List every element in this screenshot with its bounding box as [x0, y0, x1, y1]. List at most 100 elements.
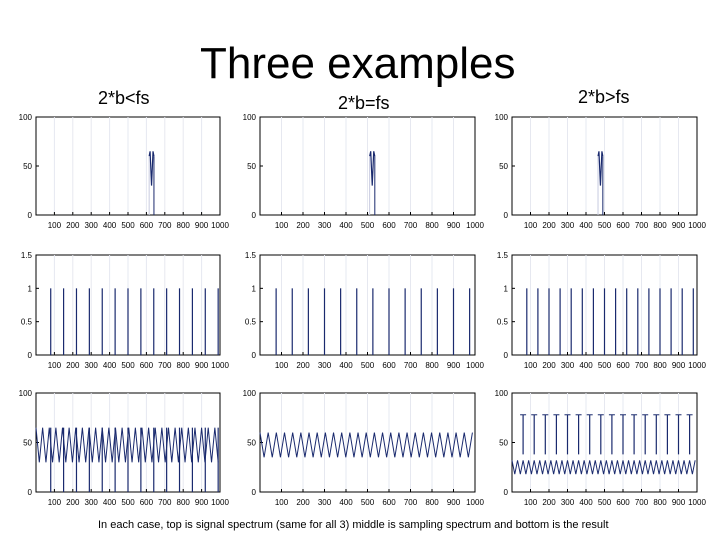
x-tick-label: 500 [361, 498, 375, 507]
x-tick-label: 300 [85, 221, 99, 230]
x-tick-label: 900 [447, 498, 461, 507]
x-tick-label: 800 [177, 498, 191, 507]
y-tick-label: 1 [28, 284, 33, 293]
y-tick-label: 100 [495, 389, 509, 398]
x-tick-label: 600 [616, 361, 630, 370]
x-tick-label: 800 [653, 361, 667, 370]
x-tick-label: 600 [616, 498, 630, 507]
x-tick-label: 1000 [688, 498, 706, 507]
y-tick-label: 1 [252, 284, 257, 293]
plot-top-right: 100 200 300 400 500 600 700 800 900 1000 0 50 100 [495, 113, 707, 230]
x-tick-label: 400 [579, 361, 593, 370]
x-tick-label: 700 [404, 361, 418, 370]
x-tick-label: 400 [579, 498, 593, 507]
y-tick-label: 0 [252, 211, 257, 220]
x-tick-label: 200 [66, 221, 80, 230]
x-tick-label: 100 [275, 498, 289, 507]
x-tick-label: 800 [425, 498, 439, 507]
x-tick-label: 1000 [466, 361, 484, 370]
x-tick-label: 400 [339, 221, 353, 230]
x-tick-label: 800 [653, 221, 667, 230]
x-tick-label: 600 [382, 221, 396, 230]
x-tick-label: 200 [296, 221, 310, 230]
plot-middle-left: 100 200 300 400 500 600 700 800 900 1000 0 0.5 1 1.5 [21, 251, 230, 370]
plot-middle-middle: 100 200 300 400 500 600 700 800 900 1000 0 0.5 1 1.5 [245, 251, 485, 370]
x-tick-label: 800 [177, 221, 191, 230]
x-tick-label: 700 [404, 498, 418, 507]
y-tick-label: 50 [23, 439, 32, 448]
x-tick-label: 100 [48, 361, 62, 370]
y-tick-label: 1.5 [497, 251, 509, 260]
y-tick-label: 0 [252, 351, 257, 360]
x-tick-label: 100 [524, 498, 538, 507]
x-tick-label: 100 [275, 221, 289, 230]
x-tick-label: 200 [542, 361, 556, 370]
spectrum-line [148, 151, 155, 186]
x-tick-label: 300 [318, 361, 332, 370]
y-tick-label: 0 [504, 351, 509, 360]
x-tick-label: 400 [103, 361, 117, 370]
aliased-spectrum-wave [259, 432, 473, 458]
x-tick-label: 300 [561, 361, 575, 370]
y-tick-label: 1.5 [21, 251, 33, 260]
x-tick-label: 800 [177, 361, 191, 370]
aliased-spectrum-wave [35, 427, 219, 463]
plot-top-middle: 100 200 300 400 500 600 700 800 900 1000 0 50 100 [243, 113, 485, 230]
x-tick-label: 600 [140, 221, 154, 230]
x-tick-label: 900 [447, 361, 461, 370]
x-tick-label: 1000 [211, 221, 229, 230]
x-tick-label: 1000 [211, 498, 229, 507]
x-tick-label: 1000 [466, 498, 484, 507]
x-tick-label: 700 [158, 221, 172, 230]
x-tick-label: 700 [404, 221, 418, 230]
x-tick-label: 500 [598, 498, 612, 507]
column-label-middle: 2*b=fs [338, 93, 390, 113]
column-label-left: 2*b<fs [98, 88, 150, 108]
x-tick-label: 400 [103, 498, 117, 507]
y-tick-label: 100 [19, 389, 33, 398]
x-tick-label: 800 [653, 498, 667, 507]
x-tick-label: 500 [598, 361, 612, 370]
x-tick-label: 500 [121, 498, 135, 507]
x-tick-label: 100 [524, 221, 538, 230]
x-tick-label: 100 [48, 498, 62, 507]
x-tick-label: 700 [635, 221, 649, 230]
y-tick-label: 0 [28, 211, 33, 220]
plot-middle-right: 100 200 300 400 500 600 700 800 900 1000 0 0.5 1 1.5 [497, 251, 707, 370]
x-tick-label: 500 [121, 221, 135, 230]
y-tick-label: 50 [23, 162, 32, 171]
x-tick-label: 700 [635, 361, 649, 370]
column-label-right: 2*b>fs [578, 87, 630, 107]
x-tick-label: 400 [339, 361, 353, 370]
plot-bottom-left: 100 200 300 400 500 600 700 800 900 1000 0 50 100 [19, 389, 230, 507]
x-tick-label: 900 [447, 221, 461, 230]
y-tick-label: 0 [28, 351, 33, 360]
spectrum-line [369, 151, 376, 186]
y-tick-label: 0 [28, 488, 33, 497]
y-tick-label: 0.5 [497, 318, 509, 327]
x-tick-label: 300 [85, 361, 99, 370]
x-tick-label: 300 [318, 221, 332, 230]
x-tick-label: 1000 [688, 221, 706, 230]
x-tick-label: 600 [382, 361, 396, 370]
y-tick-label: 50 [499, 439, 508, 448]
x-tick-label: 200 [296, 498, 310, 507]
x-tick-label: 500 [361, 361, 375, 370]
x-tick-label: 900 [672, 498, 686, 507]
y-tick-label: 0 [252, 488, 257, 497]
x-tick-label: 900 [672, 361, 686, 370]
x-tick-label: 700 [158, 498, 172, 507]
x-tick-label: 400 [339, 498, 353, 507]
x-tick-label: 1000 [688, 361, 706, 370]
slide-caption: In each case, top is signal spectrum (sa… [98, 519, 609, 531]
x-tick-label: 400 [579, 221, 593, 230]
x-tick-label: 1000 [211, 361, 229, 370]
x-tick-label: 200 [542, 221, 556, 230]
plot-bottom-middle: 100 200 300 400 500 600 700 800 900 1000 0 50 100 [243, 389, 485, 507]
x-tick-label: 600 [140, 498, 154, 507]
y-tick-label: 100 [495, 113, 509, 122]
x-tick-label: 600 [616, 221, 630, 230]
aliased-spectrum-wave [511, 460, 696, 475]
x-tick-label: 100 [275, 361, 289, 370]
